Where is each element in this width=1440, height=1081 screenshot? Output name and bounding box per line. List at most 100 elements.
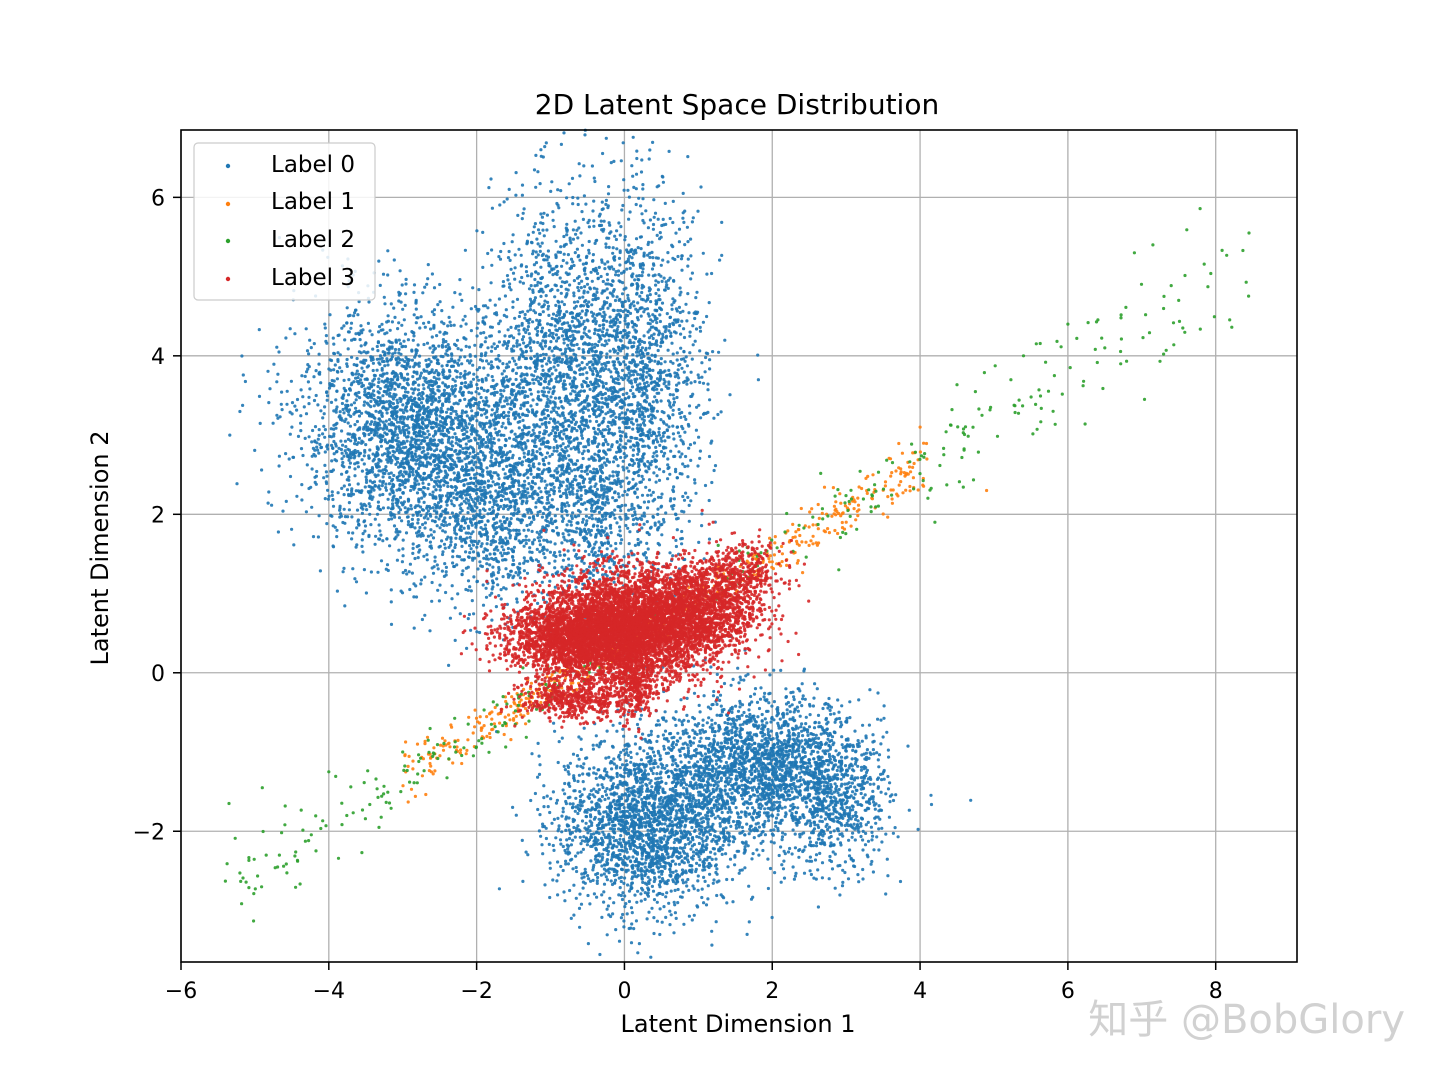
point-label-0 [437,395,441,400]
point-label-0 [486,346,490,350]
point-label-0 [483,527,488,531]
point-label-0 [599,274,603,279]
point-label-0 [381,394,385,398]
point-label-0 [522,373,526,377]
point-label-0 [541,441,546,445]
point-label-0 [548,579,552,583]
point-label-0 [289,379,293,383]
point-label-0 [403,451,407,455]
point-label-0 [517,510,521,514]
point-label-0 [486,557,490,561]
point-label-0 [452,471,456,475]
point-label-0 [516,487,521,491]
point-label-0 [414,504,418,508]
point-label-0 [340,486,344,490]
point-label-0 [436,361,440,365]
point-label-0 [445,503,449,507]
point-label-0 [479,331,483,335]
point-label-0 [342,378,346,382]
point-label-0 [400,421,405,425]
point-label-0 [524,541,528,546]
point-label-0 [534,153,538,157]
point-label-0 [313,440,317,444]
point-label-0 [434,413,439,417]
point-label-0 [388,492,392,496]
point-label-0 [535,332,539,337]
point-label-0 [515,600,519,604]
point-label-0 [517,314,522,319]
point-label-0 [278,415,282,419]
point-label-0 [369,428,373,432]
point-label-0 [510,240,514,244]
point-label-0 [545,401,549,405]
point-label-0 [483,502,487,506]
point-label-0 [326,447,330,451]
point-label-0 [427,357,431,361]
point-label-0 [301,395,305,399]
point-label-0 [528,388,533,392]
point-label-0 [373,483,377,488]
point-label-0 [531,496,535,500]
point-label-0 [391,498,395,502]
point-label-0 [408,467,412,471]
point-label-0 [534,558,539,562]
point-label-0 [371,495,375,499]
point-label-0 [476,487,480,492]
point-label-0 [504,486,508,490]
point-label-0 [468,551,472,555]
point-label-0 [460,519,464,523]
point-label-0 [433,432,437,436]
point-label-0 [507,360,512,364]
point-label-0 [546,249,551,253]
point-label-0 [352,337,356,341]
point-label-0 [411,402,415,406]
point-label-0 [489,542,493,547]
point-label-0 [417,404,421,408]
point-label-0 [423,418,427,422]
point-label-0 [352,401,356,405]
point-label-0 [391,402,395,406]
point-label-0 [401,403,405,407]
point-label-0 [398,382,402,386]
point-label-0 [403,332,408,336]
point-label-0 [438,399,442,403]
point-label-0 [411,375,415,379]
point-label-0 [470,523,474,527]
point-label-0 [529,433,533,438]
point-label-0 [408,587,412,592]
point-label-0 [349,326,353,330]
point-label-0 [464,493,468,497]
point-label-0 [281,509,285,513]
point-label-0 [605,328,609,332]
point-label-0 [404,510,408,514]
point-label-0 [377,457,381,462]
point-label-0 [520,349,524,353]
point-label-0 [307,435,311,439]
point-label-0 [418,374,422,378]
point-label-0 [383,385,387,389]
point-label-0 [529,472,533,476]
point-label-0 [304,327,308,331]
point-label-0 [571,195,575,200]
point-label-0 [423,436,427,440]
point-label-0 [446,453,450,458]
point-label-0 [523,312,527,317]
point-label-0 [338,508,342,512]
point-label-0 [555,272,559,277]
point-label-0 [415,531,419,535]
point-label-0 [517,528,521,533]
point-label-0 [325,481,329,486]
point-label-0 [562,234,566,239]
point-label-0 [391,506,395,510]
point-label-0 [508,486,512,490]
point-label-0 [292,543,296,547]
point-label-0 [460,544,464,549]
point-label-0 [475,579,479,584]
point-label-0 [341,407,345,412]
point-label-0 [478,508,482,513]
point-label-0 [394,410,398,414]
point-label-0 [439,469,443,473]
point-label-0 [536,228,541,232]
point-label-0 [576,202,580,207]
point-label-0 [533,277,537,282]
